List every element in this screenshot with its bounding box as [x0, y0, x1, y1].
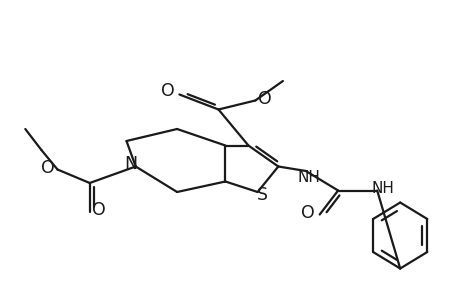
Text: O: O	[92, 201, 106, 219]
Text: N: N	[124, 155, 137, 173]
Text: S: S	[256, 186, 267, 204]
Text: O: O	[161, 82, 174, 100]
Text: O: O	[301, 204, 314, 222]
Text: NH: NH	[297, 169, 320, 184]
Text: O: O	[41, 159, 55, 177]
Text: O: O	[257, 90, 271, 108]
Text: NH: NH	[370, 181, 393, 196]
